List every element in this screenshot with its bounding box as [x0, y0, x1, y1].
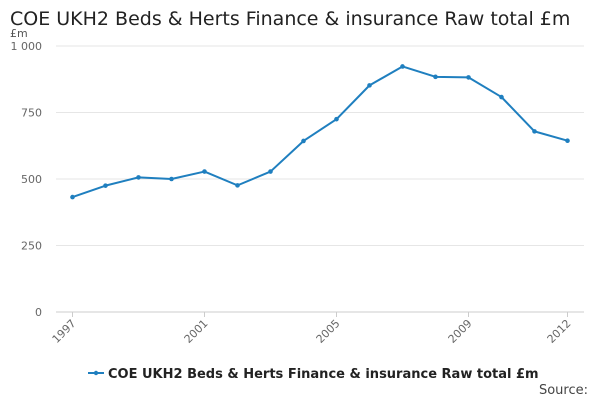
x-tick-label: 2001	[182, 317, 211, 346]
data-point-2002[interactable]	[235, 183, 240, 188]
chart-title: COE UKH2 Beds & Herts Finance & insuranc…	[10, 8, 571, 30]
data-point-2007[interactable]	[400, 64, 405, 69]
legend-entry[interactable]: COE UKH2 Beds & Herts Finance & insuranc…	[108, 367, 539, 382]
gridlines	[56, 45, 584, 246]
data-point-1999[interactable]	[136, 175, 141, 180]
x-tick-label: 2009	[446, 317, 475, 346]
data-point-2000[interactable]	[169, 176, 174, 182]
data-point-2004[interactable]	[301, 138, 306, 144]
data-point-2001[interactable]	[202, 169, 207, 174]
y-tick-label: 750	[21, 107, 42, 120]
data-point-2003[interactable]	[268, 169, 273, 174]
x-axis-ticks: 1997 2001 2005 2009 2012	[50, 312, 574, 346]
legend-swatch-marker	[93, 370, 99, 376]
data-point-1998[interactable]	[103, 183, 108, 188]
x-tick-label: 2012	[545, 317, 574, 346]
x-tick-label: 2005	[314, 317, 343, 346]
y-axis-ticks: 0 250 500 750 1 000	[11, 40, 43, 319]
y-axis-unit-label: £m	[10, 27, 28, 40]
data-point-2012[interactable]	[565, 138, 570, 143]
legend: COE UKH2 Beds & Herts Finance & insuranc…	[88, 367, 539, 382]
data-point-2008[interactable]	[433, 74, 438, 80]
data-point-2005[interactable]	[334, 116, 339, 122]
data-point-1997[interactable]	[70, 194, 75, 200]
data-point-2009[interactable]	[466, 75, 471, 80]
data-point-2011[interactable]	[532, 129, 537, 134]
series-group	[70, 64, 570, 200]
source-label: Source:	[539, 383, 588, 398]
data-point-2006[interactable]	[367, 83, 372, 88]
y-tick-label: 1 000	[11, 40, 43, 53]
data-point-2010[interactable]	[499, 94, 504, 100]
y-tick-label: 500	[21, 173, 42, 186]
x-tick-label: 1997	[50, 317, 79, 346]
series-line-0	[72, 65, 568, 199]
y-tick-label: 0	[35, 306, 42, 319]
y-tick-label: 250	[21, 240, 42, 253]
